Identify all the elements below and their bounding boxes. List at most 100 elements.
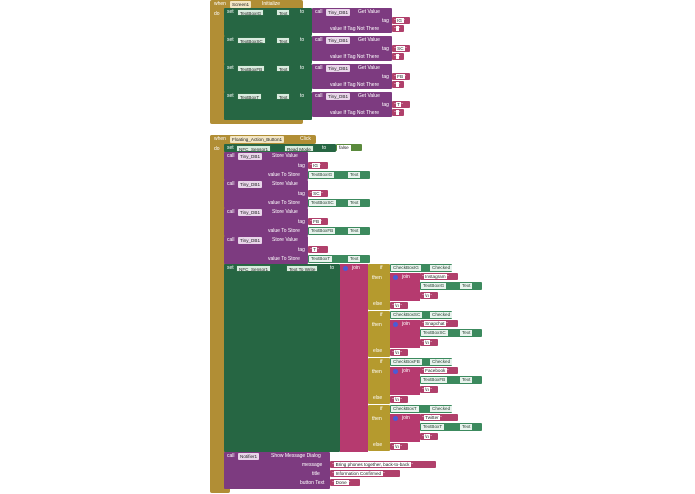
fab-component-dropdown[interactable]: Floating_Action_Button1: [230, 136, 285, 143]
textbox-dropdown[interactable]: TextBoxIG: [237, 9, 265, 16]
property-dropdown[interactable]: Text: [460, 283, 473, 289]
tinydb-store-value-block[interactable]: call Tiny_DB1 Store Value tag value To Store: [224, 180, 308, 208]
inner-join-block[interactable]: join: [390, 273, 420, 301]
tinydb-get-value-block[interactable]: call Tiny_DB1 Get Value tag value If Tag Not…: [312, 8, 392, 33]
property-dropdown[interactable]: Text: [348, 200, 361, 206]
textbox-text-getter[interactable]: TextBoxT Text: [420, 423, 482, 431]
false-block[interactable]: false: [336, 144, 362, 151]
tinydb-component-dropdown[interactable]: Tiny_DB1: [326, 9, 350, 16]
property-dropdown[interactable]: Text: [348, 256, 361, 262]
checkbox-checked-getter[interactable]: CheckBoxFB Checked: [390, 358, 453, 366]
tinydb-component-dropdown[interactable]: Tiny_DB1: [238, 153, 262, 160]
property-dropdown[interactable]: Text: [348, 172, 361, 178]
textbox-text-getter[interactable]: TextBoxFB Text: [420, 376, 482, 384]
set-textbox-text-block[interactable]: set TextBoxSC Text to: [224, 36, 312, 64]
mutator-gear-icon[interactable]: [343, 266, 348, 271]
dialog-button-text[interactable]: " Done ": [330, 479, 360, 486]
tinydb-store-value-block[interactable]: call Tiny_DB1 Store Value tag value To Store: [224, 236, 308, 264]
notifier-component-dropdown[interactable]: Notifier1: [238, 453, 260, 460]
property-dropdown[interactable]: Text: [460, 377, 473, 383]
textbox-dropdown[interactable]: TextBoxT: [237, 93, 263, 100]
tinydb-store-value-block[interactable]: call Tiny_DB1 Store Value tag value To Store: [224, 152, 308, 180]
component-dropdown[interactable]: CheckBoxT: [391, 406, 419, 412]
default-value-text[interactable]: " ": [392, 109, 404, 116]
property-dropdown[interactable]: Checked: [430, 359, 453, 365]
textbox-dropdown[interactable]: TextBoxFB: [237, 65, 266, 72]
textbox-text-getter[interactable]: TextBoxIG Text: [420, 282, 482, 290]
newline-text[interactable]: " \n ": [420, 386, 438, 393]
else-newline-text[interactable]: " \n ": [390, 302, 408, 309]
checkbox-checked-getter[interactable]: CheckBoxT Checked: [390, 405, 453, 413]
platform-name-text[interactable]: " Facebook ": [420, 367, 458, 374]
tag-text[interactable]: " IG ": [392, 17, 410, 24]
default-value-text[interactable]: " ": [392, 25, 404, 32]
set-nfc-read-mode-block[interactable]: set NFC_Sensor1 Read Mode to: [224, 144, 336, 152]
default-value-text[interactable]: " ": [392, 81, 404, 88]
inline-if-block[interactable]: if then else: [368, 311, 390, 357]
notifier-show-message-dialog-block[interactable]: call Notifier1 Show Message Dialog messa…: [224, 452, 330, 489]
property-dropdown[interactable]: Text: [460, 424, 473, 430]
mutator-gear-icon[interactable]: [393, 275, 398, 280]
nfc-property-dropdown[interactable]: Read Mode: [284, 144, 314, 152]
component-dropdown[interactable]: CheckBoxFB: [391, 359, 422, 365]
newline-text[interactable]: " \n ": [420, 292, 438, 299]
tinydb-get-value-block[interactable]: call Tiny_DB1 Get Value tag value If Tag Not…: [312, 36, 392, 61]
property-dropdown[interactable]: Checked: [430, 406, 453, 412]
tinydb-component-dropdown[interactable]: Tiny_DB1: [238, 209, 262, 216]
property-dropdown[interactable]: Text: [460, 330, 473, 336]
inner-join-block[interactable]: join: [390, 320, 420, 348]
tinydb-component-dropdown[interactable]: Tiny_DB1: [326, 65, 350, 72]
text-property-dropdown[interactable]: Text: [276, 65, 291, 72]
property-dropdown[interactable]: Checked: [430, 312, 453, 318]
mutator-gear-icon[interactable]: [393, 416, 398, 421]
tinydb-component-dropdown[interactable]: Tiny_DB1: [238, 237, 262, 244]
tag-text[interactable]: " FB ": [392, 73, 410, 80]
set-textbox-text-block[interactable]: set TextBoxT Text to: [224, 92, 312, 120]
set-nfc-text-to-write-block[interactable]: set NFC_Sensor1 Text To Write to: [224, 264, 340, 452]
property-dropdown[interactable]: Text: [348, 228, 361, 234]
set-textbox-text-block[interactable]: set TextBoxIG Text to: [224, 8, 312, 36]
else-newline-text[interactable]: " \n ": [390, 396, 408, 403]
inner-join-block[interactable]: join: [390, 367, 420, 395]
component-dropdown[interactable]: TextBoxSC: [421, 330, 448, 336]
tinydb-component-dropdown[interactable]: Tiny_DB1: [326, 37, 350, 44]
mutator-gear-icon[interactable]: [393, 369, 398, 374]
component-dropdown[interactable]: TextBoxFB: [421, 377, 448, 383]
platform-name-text[interactable]: " Instagram ": [420, 273, 458, 280]
component-dropdown[interactable]: TextBoxFB: [309, 228, 336, 234]
property-dropdown[interactable]: Checked: [430, 265, 453, 271]
tinydb-get-value-block[interactable]: call Tiny_DB1 Get Value tag value If Tag Not…: [312, 92, 392, 117]
component-dropdown[interactable]: CheckBoxSC: [391, 312, 423, 318]
component-dropdown[interactable]: TextBoxT: [421, 424, 445, 430]
newline-text[interactable]: " \n ": [420, 339, 438, 346]
inline-if-block[interactable]: if then else: [368, 264, 390, 310]
default-value-text[interactable]: " ": [392, 53, 404, 60]
text-property-dropdown[interactable]: Text: [276, 9, 291, 16]
else-newline-text[interactable]: " \n ": [390, 349, 408, 356]
platform-name-text[interactable]: " Snapchat ": [420, 320, 458, 327]
tag-text[interactable]: " T ": [392, 101, 410, 108]
checkbox-checked-getter[interactable]: CheckBoxSC Checked: [390, 311, 453, 319]
false-value[interactable]: false: [337, 144, 351, 151]
dialog-message-text[interactable]: " Bring phones together, back-to-back ": [330, 461, 436, 468]
checkbox-checked-getter[interactable]: CheckBoxIG Checked: [390, 264, 453, 272]
tinydb-store-value-block[interactable]: call Tiny_DB1 Store Value tag value To Store: [224, 208, 308, 236]
nfc-property-dropdown[interactable]: Text To Write: [286, 265, 319, 272]
set-textbox-text-block[interactable]: set TextBoxFB Text to: [224, 64, 312, 92]
screen-component-dropdown[interactable]: Screen1: [230, 1, 252, 8]
component-dropdown[interactable]: TextBoxT: [309, 256, 333, 262]
tinydb-component-dropdown[interactable]: Tiny_DB1: [326, 93, 350, 100]
else-newline-text[interactable]: " \n ": [390, 443, 408, 450]
nfc-component-dropdown[interactable]: NFC_Sensor1: [236, 265, 272, 272]
inline-if-block[interactable]: if then else: [368, 405, 390, 451]
dialog-title-text[interactable]: " Information Confirmed ": [330, 470, 400, 477]
outer-join-block[interactable]: join: [340, 264, 368, 452]
component-dropdown[interactable]: TextBoxIG: [421, 283, 447, 289]
component-dropdown[interactable]: TextBoxIG: [309, 172, 335, 178]
tag-text[interactable]: " IG ": [308, 162, 328, 169]
mutator-gear-icon[interactable]: [393, 322, 398, 327]
tag-text[interactable]: " SC ": [308, 190, 328, 197]
tinydb-component-dropdown[interactable]: Tiny_DB1: [238, 181, 262, 188]
textbox-text-getter[interactable]: TextBoxIG Text: [308, 171, 370, 179]
textbox-text-getter[interactable]: TextBoxSC Text: [308, 199, 370, 207]
